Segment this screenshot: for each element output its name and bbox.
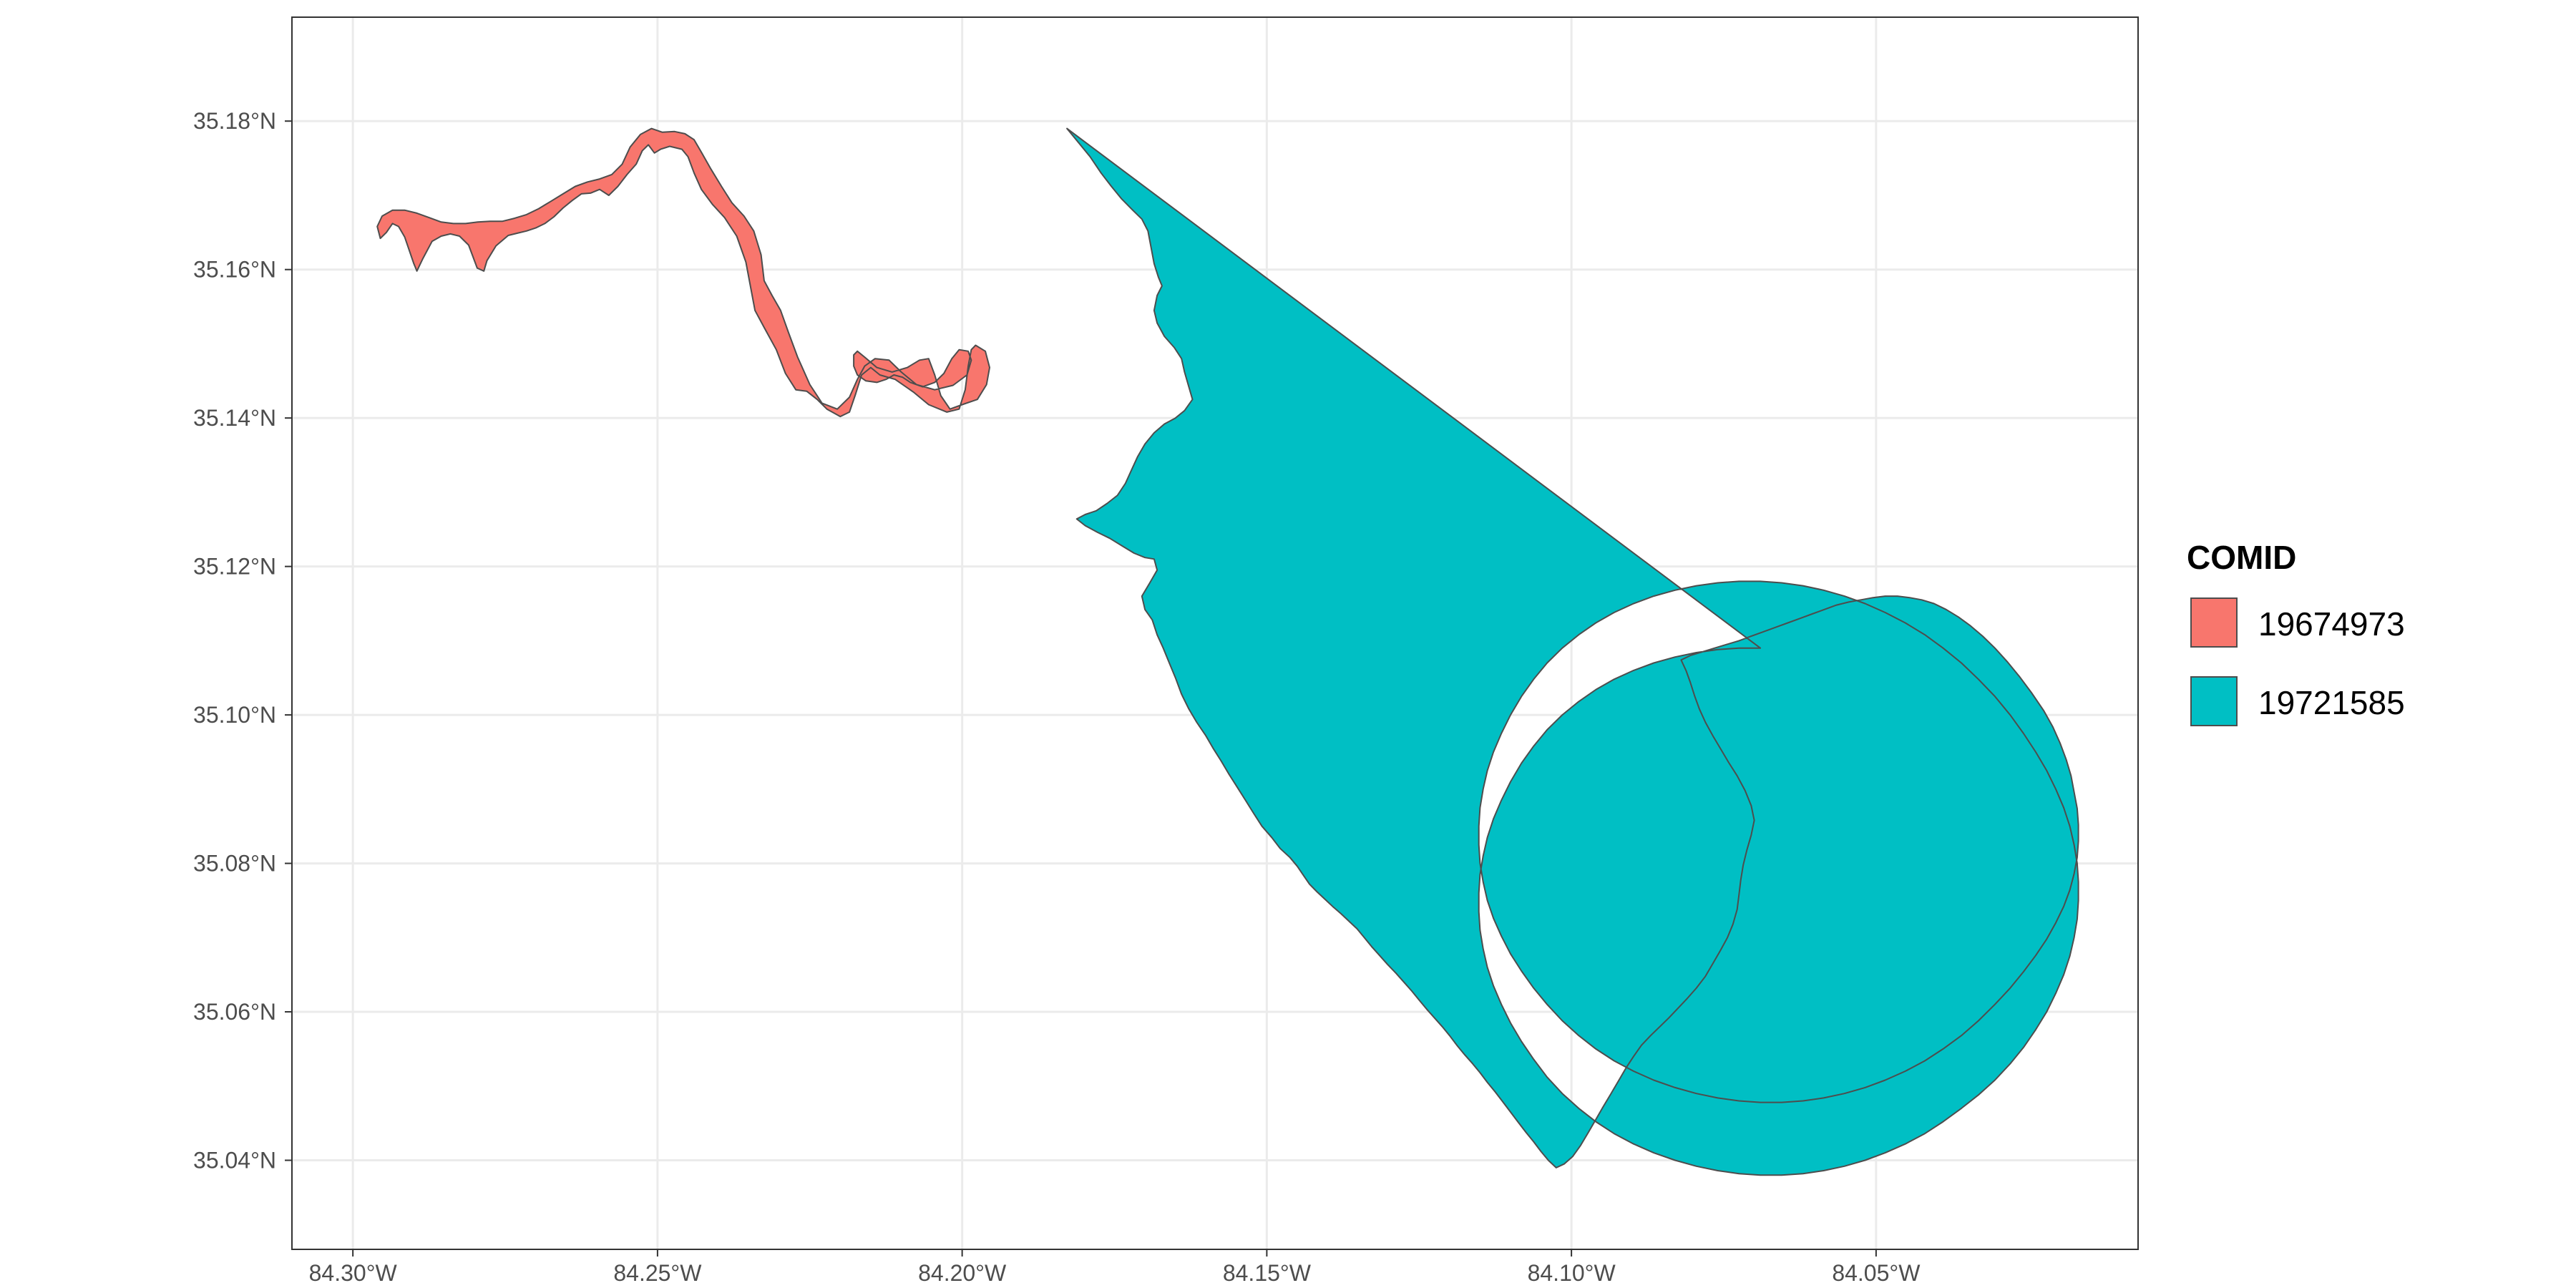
legend-title: COMID <box>2187 539 2296 576</box>
legend-label-19721585: 19721585 <box>2258 684 2405 721</box>
x-axis: 84.30°W 84.25°W 84.20°W 84.15°W 84.10°W 84.05… <box>309 1249 1921 1286</box>
y-axis: 35.18°N 35.16°N 35.14°N 35.12°N 35.10°N 35.08… <box>193 108 292 1174</box>
waterbody-19674973 <box>376 127 990 418</box>
y-tick-label: 35.10°N <box>193 702 276 728</box>
legend-key-19674973 <box>2190 597 2238 648</box>
x-tick-label: 84.10°W <box>1528 1260 1616 1286</box>
y-tick-label: 35.18°N <box>193 108 276 134</box>
y-tick-label: 35.04°N <box>193 1148 276 1174</box>
x-tick-label: 84.25°W <box>613 1260 702 1286</box>
legend: COMID 19674973 19721585 <box>2187 539 2405 726</box>
x-tick-label: 84.20°W <box>918 1260 1007 1286</box>
y-tick-label: 35.08°N <box>193 851 276 877</box>
water-features <box>376 127 2079 1176</box>
y-tick-label: 35.12°N <box>193 554 276 580</box>
legend-label-19674973: 19674973 <box>2258 605 2405 643</box>
x-tick-label: 84.05°W <box>1832 1260 1921 1286</box>
legend-key-19721585 <box>2190 676 2238 726</box>
waterbody-19721585 <box>1066 127 2079 1176</box>
y-tick-label: 35.14°N <box>193 405 276 431</box>
panel-border <box>291 16 2139 1250</box>
x-tick-label: 84.15°W <box>1223 1260 1312 1286</box>
y-tick-label: 35.16°N <box>193 257 276 283</box>
y-tick-label: 35.06°N <box>193 999 276 1025</box>
x-tick-label: 84.30°W <box>309 1260 398 1286</box>
